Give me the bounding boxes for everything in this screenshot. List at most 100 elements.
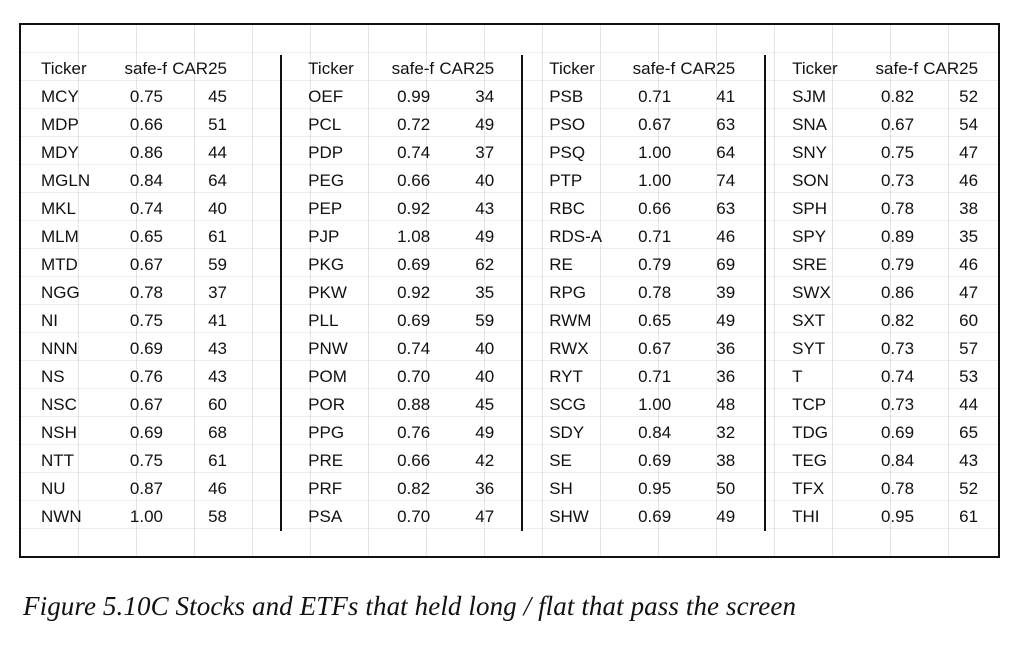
ticker-cell: MTD [41, 255, 78, 274]
table-row: SNA 0.67 54 [792, 111, 978, 139]
ticker-cell: TFX [792, 479, 825, 498]
table-row: PTP 1.00 74 [549, 167, 735, 195]
table-row: SRE 0.79 46 [792, 251, 978, 279]
car25-cell: 36 [716, 367, 736, 386]
stock-table: Ticker safe-f CAR25 MCY 0.75 45 MDP 0.66 51 MDY 0.… [41, 55, 227, 531]
table-row: TCP 0.73 44 [792, 391, 978, 419]
safe-f-cell: 0.65 [638, 311, 672, 330]
safe-f-cell: 1.00 [638, 171, 672, 190]
car25-cell: 49 [475, 423, 495, 442]
ticker-cell: TDG [792, 423, 828, 442]
table-row: SNY 0.75 47 [792, 139, 978, 167]
safe-f-cell: 1.00 [129, 507, 163, 526]
ticker-cell: PRE [308, 451, 344, 470]
safe-f-cell: 0.69 [638, 507, 672, 526]
header-row: Ticker safe-f CAR25 [308, 55, 494, 83]
car25-cell: 37 [475, 143, 495, 162]
safe-f-cell: 0.66 [397, 171, 431, 190]
safe-f-cell: 0.73 [880, 395, 915, 414]
table-row: TEG 0.84 43 [792, 447, 978, 475]
table-row: PLL 0.69 59 [308, 307, 494, 335]
car25-cell: 49 [475, 115, 495, 134]
safe-f-cell: 0.89 [880, 227, 915, 246]
ticker-cell: SE [549, 451, 572, 470]
ticker-cell: NNN [41, 339, 78, 358]
table-row: SDY 0.84 32 [549, 419, 735, 447]
stock-table: Ticker safe-f CAR25 SJM 0.82 52 SNA 0.67 54 SNY 0.… [792, 55, 978, 531]
ticker-cell: POM [308, 367, 347, 386]
safe-f-cell: 0.67 [880, 115, 915, 134]
safe-f-cell: 0.69 [129, 339, 163, 358]
ticker-cell: RWM [549, 311, 592, 330]
safe-f-cell: 0.82 [880, 311, 915, 330]
ticker-cell: PSQ [549, 143, 586, 162]
car25-cell: 37 [208, 283, 227, 302]
table-row: SWX 0.86 47 [792, 279, 978, 307]
safe-f-cell: 0.71 [638, 87, 672, 106]
safe-f-cell: 0.69 [638, 451, 672, 470]
ticker-cell: MDP [41, 115, 79, 134]
table-row: RBC 0.66 63 [549, 195, 735, 223]
car25-cell: 40 [475, 171, 495, 190]
safe-f-cell: 0.67 [129, 395, 163, 414]
safe-f-cell: 0.73 [880, 339, 915, 358]
ticker-cell: THI [792, 507, 820, 526]
ticker-cell: RPG [549, 283, 587, 302]
car25-cell: 40 [208, 199, 227, 218]
safe-f-cell: 0.78 [129, 283, 163, 302]
table-row: SXT 0.82 60 [792, 307, 978, 335]
safe-f-cell: 0.73 [880, 171, 915, 190]
table-row: NS 0.76 43 [41, 363, 227, 391]
table-row: PEG 0.66 40 [308, 167, 494, 195]
table-row: RWX 0.67 36 [549, 335, 735, 363]
table-row: PNW 0.74 40 [308, 335, 494, 363]
car25-cell: 44 [959, 395, 979, 414]
safe-f-cell: 0.78 [880, 199, 915, 218]
table-row: TDG 0.69 65 [792, 419, 978, 447]
table-row: TFX 0.78 52 [792, 475, 978, 503]
car25-cell: 60 [208, 395, 227, 414]
ticker-cell: PEG [308, 171, 345, 190]
safe-f-cell: 0.74 [880, 367, 915, 386]
safe-f-cell: 0.76 [397, 423, 431, 442]
ticker-cell: NS [41, 367, 65, 386]
ticker-cell: PSO [549, 115, 586, 134]
safe-f-cell: 0.82 [397, 479, 431, 498]
column-header-safe-f: safe-f [632, 59, 676, 78]
safe-f-cell: 0.66 [638, 199, 672, 218]
ticker-cell: MCY [41, 87, 79, 106]
car25-cell: 42 [475, 451, 495, 470]
ticker-cell: SPH [792, 199, 828, 218]
ticker-cell: MDY [41, 143, 79, 162]
car25-cell: 60 [959, 311, 979, 330]
table-row: SH 0.95 50 [549, 475, 735, 503]
column-header-safe-f: safe-f [875, 59, 919, 78]
column-header-safe-f: safe-f [124, 59, 167, 78]
ticker-cell: SWX [792, 283, 831, 302]
car25-cell: 50 [716, 479, 736, 498]
safe-f-cell: 0.92 [397, 283, 431, 302]
ticker-cell: TCP [792, 395, 827, 414]
ticker-cell: PLL [308, 311, 339, 330]
car25-cell: 52 [959, 479, 979, 498]
car25-cell: 47 [959, 143, 979, 162]
safe-f-cell: 0.76 [129, 367, 163, 386]
car25-cell: 41 [716, 87, 736, 106]
column-header-ticker: Ticker [792, 59, 838, 78]
ticker-cell: RWX [549, 339, 589, 358]
car25-cell: 38 [716, 451, 736, 470]
table-row: OEF 0.99 34 [308, 83, 494, 111]
column-header-car25: CAR25 [923, 59, 979, 78]
car25-cell: 59 [208, 255, 227, 274]
column-header-ticker: Ticker [308, 59, 354, 78]
car25-cell: 62 [475, 255, 495, 274]
column-header-car25: CAR25 [439, 59, 495, 78]
table-row: RDS-A 0.71 46 [549, 223, 735, 251]
ticker-cell: PKW [308, 283, 347, 302]
car25-cell: 47 [959, 283, 979, 302]
car25-cell: 64 [208, 171, 227, 190]
ticker-cell: PTP [549, 171, 583, 190]
table-row: PKW 0.92 35 [308, 279, 494, 307]
car25-cell: 43 [208, 339, 227, 358]
table-row: POM 0.70 40 [308, 363, 494, 391]
